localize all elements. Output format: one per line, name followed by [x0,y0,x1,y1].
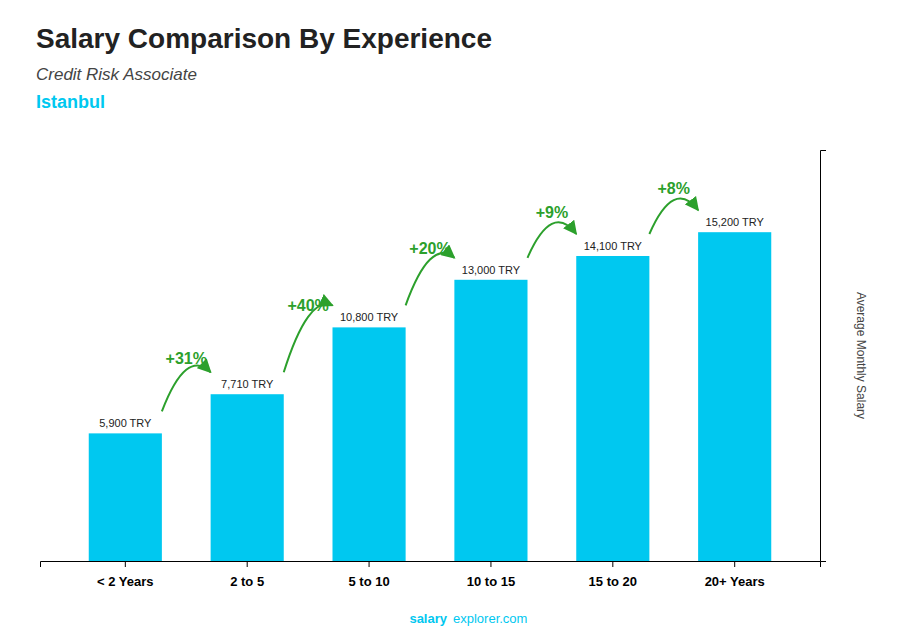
change-arrow [406,253,455,305]
data-label: 15,200 TRY [706,216,765,228]
bars [89,232,772,561]
title: Salary Comparison By Experience [36,23,492,54]
x-axis: < 2 Years 2 to 5 5 to 10 10 to 15 15 to 20 20… [41,561,821,589]
change-arrow [162,365,211,411]
data-labels: 5,900 TRY 7,710 TRY 10,800 TRY 13,000 TRY 14… [99,216,764,429]
x-tick-label: 20+ Years [705,574,765,589]
bar [454,280,527,561]
x-tick: 2 to 5 [230,561,264,589]
x-tick-mark [612,561,613,567]
change-label: +31% [166,350,207,367]
city: Istanbul [36,92,105,112]
x-tick-label: < 2 Years [97,574,154,589]
x-tick-label: 2 to 5 [230,574,264,589]
footer-normal: explorer.com [453,611,527,626]
bar [333,327,406,561]
change-label: +8% [658,180,690,197]
x-tick: 5 to 10 [348,561,389,589]
x-tick-label: 15 to 20 [589,574,637,589]
change-label: +20% [409,240,450,257]
data-label: 13,000 TRY [462,264,521,276]
change-label: +9% [536,204,568,221]
y-axis [821,151,827,562]
x-axis-line [41,562,821,568]
bar [698,232,771,561]
x-tick-mark [369,561,370,567]
x-tick-mark [125,561,126,567]
x-tick-mark [247,561,248,567]
data-label: 10,800 TRY [340,311,399,323]
data-label: 14,100 TRY [584,240,643,252]
x-tick: < 2 Years [97,561,154,589]
x-tick: 15 to 20 [589,561,637,589]
x-tick: 10 to 15 [467,561,515,589]
x-tick-label: 5 to 10 [348,574,389,589]
plot-area: < 2 Years 2 to 5 5 to 10 10 to 15 15 to 20 20… [41,151,827,589]
y-axis-title: Average Monthly Salary [854,292,868,419]
y-axis-line [821,151,827,562]
bar [211,394,284,561]
bar [89,433,162,561]
footer-bold: salary [409,611,447,626]
x-tick-mark [734,561,735,567]
bar [576,256,649,561]
data-label: 7,710 TRY [221,378,274,390]
data-label: 5,900 TRY [99,417,152,429]
change-arrow [284,304,333,372]
change-label: +40% [287,297,328,314]
chart-svg: Salary Comparison By Experience Credit Ri… [0,0,900,641]
x-tick: 20+ Years [705,561,765,589]
change-annotations: +31% +40% +20% +9% +8% [162,180,698,411]
change-arrow [528,222,577,258]
x-tick-mark [490,561,491,567]
subtitle: Credit Risk Associate [36,65,197,84]
change-arrow [649,198,698,234]
x-tick-label: 10 to 15 [467,574,515,589]
